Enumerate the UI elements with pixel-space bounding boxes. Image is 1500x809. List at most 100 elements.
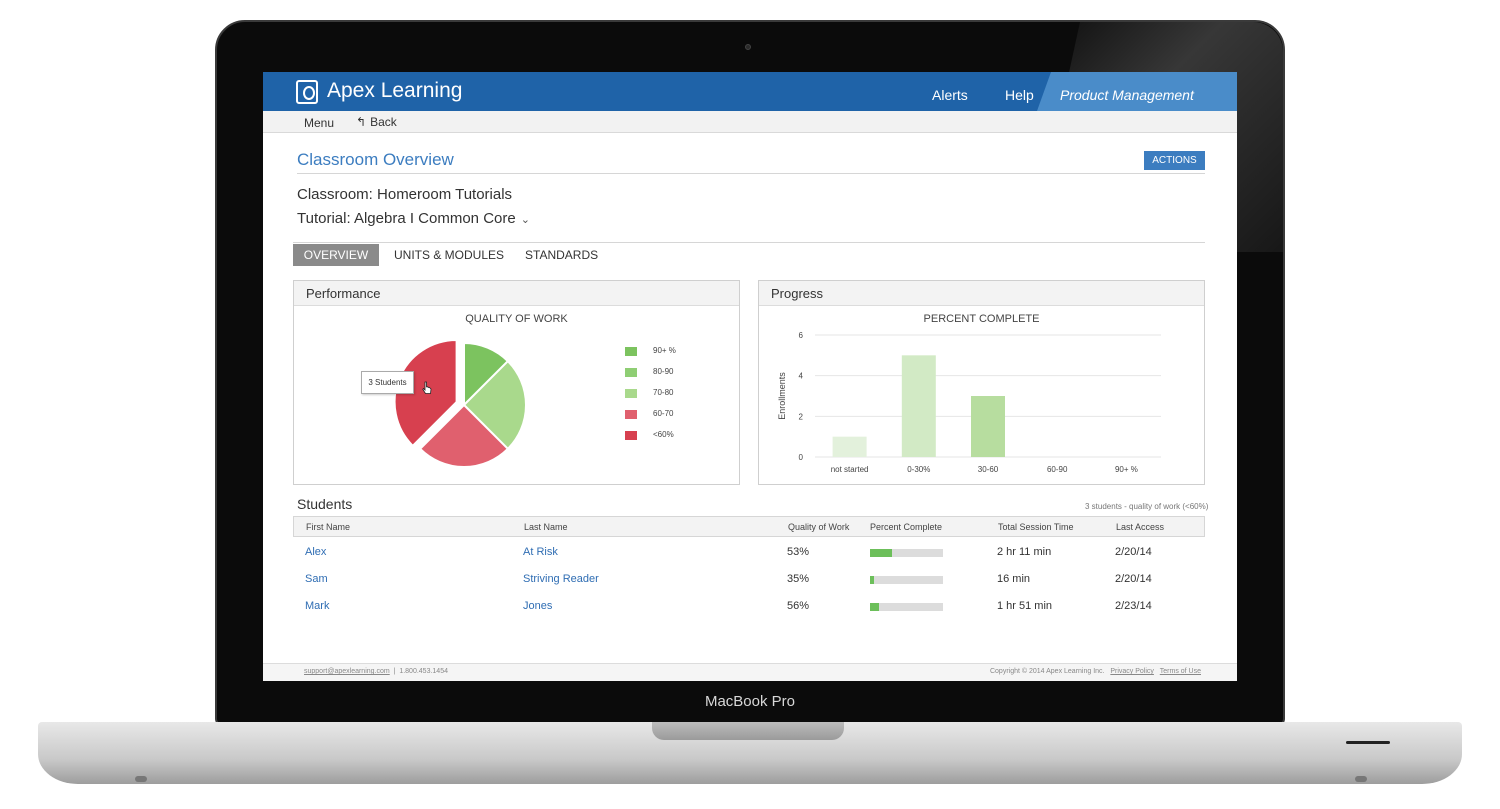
pie-tooltip: 3 Students — [361, 371, 414, 394]
footer-contact: support@apexlearning.com | 1.800.453.145… — [304, 668, 448, 675]
legend-label: 70-80 — [653, 388, 674, 397]
back-label: Back — [370, 115, 397, 129]
pie-slice-60-70[interactable] — [418, 403, 510, 468]
title-divider — [297, 173, 1205, 174]
nav-alerts[interactable]: Alerts — [932, 87, 968, 103]
percent-complete-bar — [870, 549, 943, 557]
bar-30-60[interactable] — [971, 396, 1005, 457]
pie-chart-title: QUALITY OF WORK — [465, 313, 568, 325]
sub-nav-bar: Menu ↰ Back — [263, 111, 1237, 133]
tutorial-label: Tutorial: Algebra I Common Core — [297, 210, 516, 227]
student-quality: 56% — [787, 600, 810, 612]
student-quality: 53% — [787, 546, 810, 558]
x-tick-label: not started — [831, 465, 869, 474]
percent-complete-bar — [870, 603, 943, 611]
performance-panel: Performance QUALITY OF WORK 90+ % 80-90 70… — [293, 280, 740, 485]
x-tick-label: 90+ % — [1115, 465, 1138, 474]
x-tick-label: 30-60 — [978, 465, 999, 474]
student-last-name[interactable]: Striving Reader — [523, 573, 599, 585]
y-tick-label: 6 — [799, 331, 804, 340]
percent-complete-bar — [870, 576, 943, 584]
student-quality: 35% — [787, 573, 810, 585]
pie-slice-70-80[interactable] — [462, 359, 527, 451]
y-axis-label: Enrollments — [777, 372, 787, 420]
nav-product-management[interactable]: Product Management — [1060, 87, 1194, 103]
logo-text[interactable]: Apex Learning — [327, 79, 463, 102]
support-phone: 1.800.453.1454 — [399, 668, 448, 675]
col-first-name[interactable]: First Name — [306, 522, 351, 532]
tab-standards[interactable]: STANDARDS — [525, 248, 599, 262]
percent-complete-fill — [870, 576, 875, 584]
product-management-band — [1037, 72, 1237, 111]
tab-units-modules[interactable]: UNITS & MODULES — [394, 248, 505, 262]
bar-chart-title: PERCENT COMPLETE — [923, 313, 1040, 325]
students-title: Students — [297, 496, 353, 512]
back-arrow-icon: ↰ — [356, 115, 367, 129]
legend-swatch — [625, 347, 637, 356]
apex-logo-icon[interactable] — [296, 80, 318, 104]
classroom-label: Classroom: Homeroom Tutorials — [297, 186, 513, 203]
support-email-link[interactable]: support@apexlearning.com — [304, 668, 390, 675]
col-total-session-time[interactable]: Total Session Time — [998, 522, 1074, 532]
actions-button[interactable]: ACTIONS — [1144, 151, 1205, 170]
student-first-name[interactable]: Sam — [305, 573, 328, 585]
bar-not-started[interactable] — [832, 436, 867, 457]
students-filter-note: 3 students - quality of work (<60%) — [1085, 502, 1209, 511]
webcam-icon — [745, 44, 751, 50]
legend-label: 80-90 — [653, 367, 674, 376]
percent-complete-fill — [870, 549, 892, 557]
footer-legal: Copyright © 2014 Apex Learning Inc. Priv… — [990, 668, 1201, 675]
page-title: Classroom Overview — [297, 150, 454, 169]
student-last-name[interactable]: Jones — [523, 600, 553, 612]
device-brand-label: MacBook Pro — [704, 693, 796, 710]
legend-swatch — [625, 368, 637, 377]
bar-0-30-[interactable] — [901, 355, 936, 457]
student-session-time: 16 min — [997, 573, 1031, 585]
x-tick-label: 60-90 — [1047, 465, 1068, 474]
student-last-access: 2/23/14 — [1115, 600, 1152, 612]
legend-label: 90+ % — [653, 346, 676, 355]
legend-label: <60% — [653, 430, 674, 439]
col-last-name[interactable]: Last Name — [524, 522, 568, 532]
students-table-header: First Name Last Name Quality of Work Per… — [293, 516, 1205, 537]
tutorial-selector[interactable]: Tutorial: Algebra I Common Core ⌄ — [297, 210, 530, 227]
student-last-access: 2/20/14 — [1115, 573, 1152, 585]
chevron-down-icon[interactable]: ⌄ — [520, 214, 530, 226]
legend-swatch — [625, 431, 637, 440]
student-first-name[interactable]: Alex — [305, 546, 327, 558]
tab-overview[interactable]: OVERVIEW — [293, 244, 379, 266]
copyright-text: Copyright © 2014 Apex Learning Inc. — [989, 668, 1105, 675]
percent-complete-bar-chart[interactable]: 0 2 4 6 Enrollments not started 0-30% 30-60 60-9… — [759, 307, 1204, 485]
progress-panel-title: Progress — [759, 281, 1204, 306]
tabs-divider — [293, 242, 1205, 243]
progress-panel: Progress PERCENT COMPLETE 0 2 4 6 Enrollment… — [758, 280, 1205, 485]
back-link[interactable]: ↰ Back — [356, 115, 397, 129]
app-screen: Apex Learning Alerts Help Product Manage… — [263, 72, 1237, 681]
col-percent-complete[interactable]: Percent Complete — [870, 522, 943, 532]
student-first-name[interactable]: Mark — [305, 600, 330, 612]
percent-complete-fill — [870, 603, 879, 611]
performance-panel-title: Performance — [294, 281, 739, 306]
menu-link[interactable]: Menu — [304, 116, 335, 130]
pointer-cursor-icon — [422, 381, 432, 394]
terms-of-use-link[interactable]: Terms of Use — [1159, 668, 1201, 675]
privacy-policy-link[interactable]: Privacy Policy — [1110, 668, 1154, 675]
col-last-access[interactable]: Last Access — [1116, 522, 1165, 532]
page-footer: support@apexlearning.com | 1.800.453.145… — [263, 663, 1237, 681]
nav-help[interactable]: Help — [1005, 87, 1034, 103]
footer-separator: | — [393, 668, 396, 675]
x-tick-label: 0-30% — [907, 465, 930, 474]
table-row: Alex At Risk 53% 2 hr 11 min 2/20/14 — [293, 539, 1205, 565]
laptop-foot — [1355, 776, 1367, 782]
student-last-name[interactable]: At Risk — [523, 546, 558, 558]
col-quality-of-work[interactable]: Quality of Work — [788, 522, 850, 532]
table-row: Mark Jones 56% 1 hr 51 min 2/23/14 — [293, 593, 1205, 619]
legend-swatch — [625, 389, 637, 398]
laptop-slot — [1346, 741, 1390, 744]
y-tick-label: 2 — [799, 412, 804, 421]
laptop-foot — [135, 776, 147, 782]
table-row: Sam Striving Reader 35% 16 min 2/20/14 — [293, 566, 1205, 592]
top-nav-bar: Apex Learning Alerts Help Product Manage… — [263, 72, 1237, 111]
student-session-time: 2 hr 11 min — [997, 546, 1052, 558]
